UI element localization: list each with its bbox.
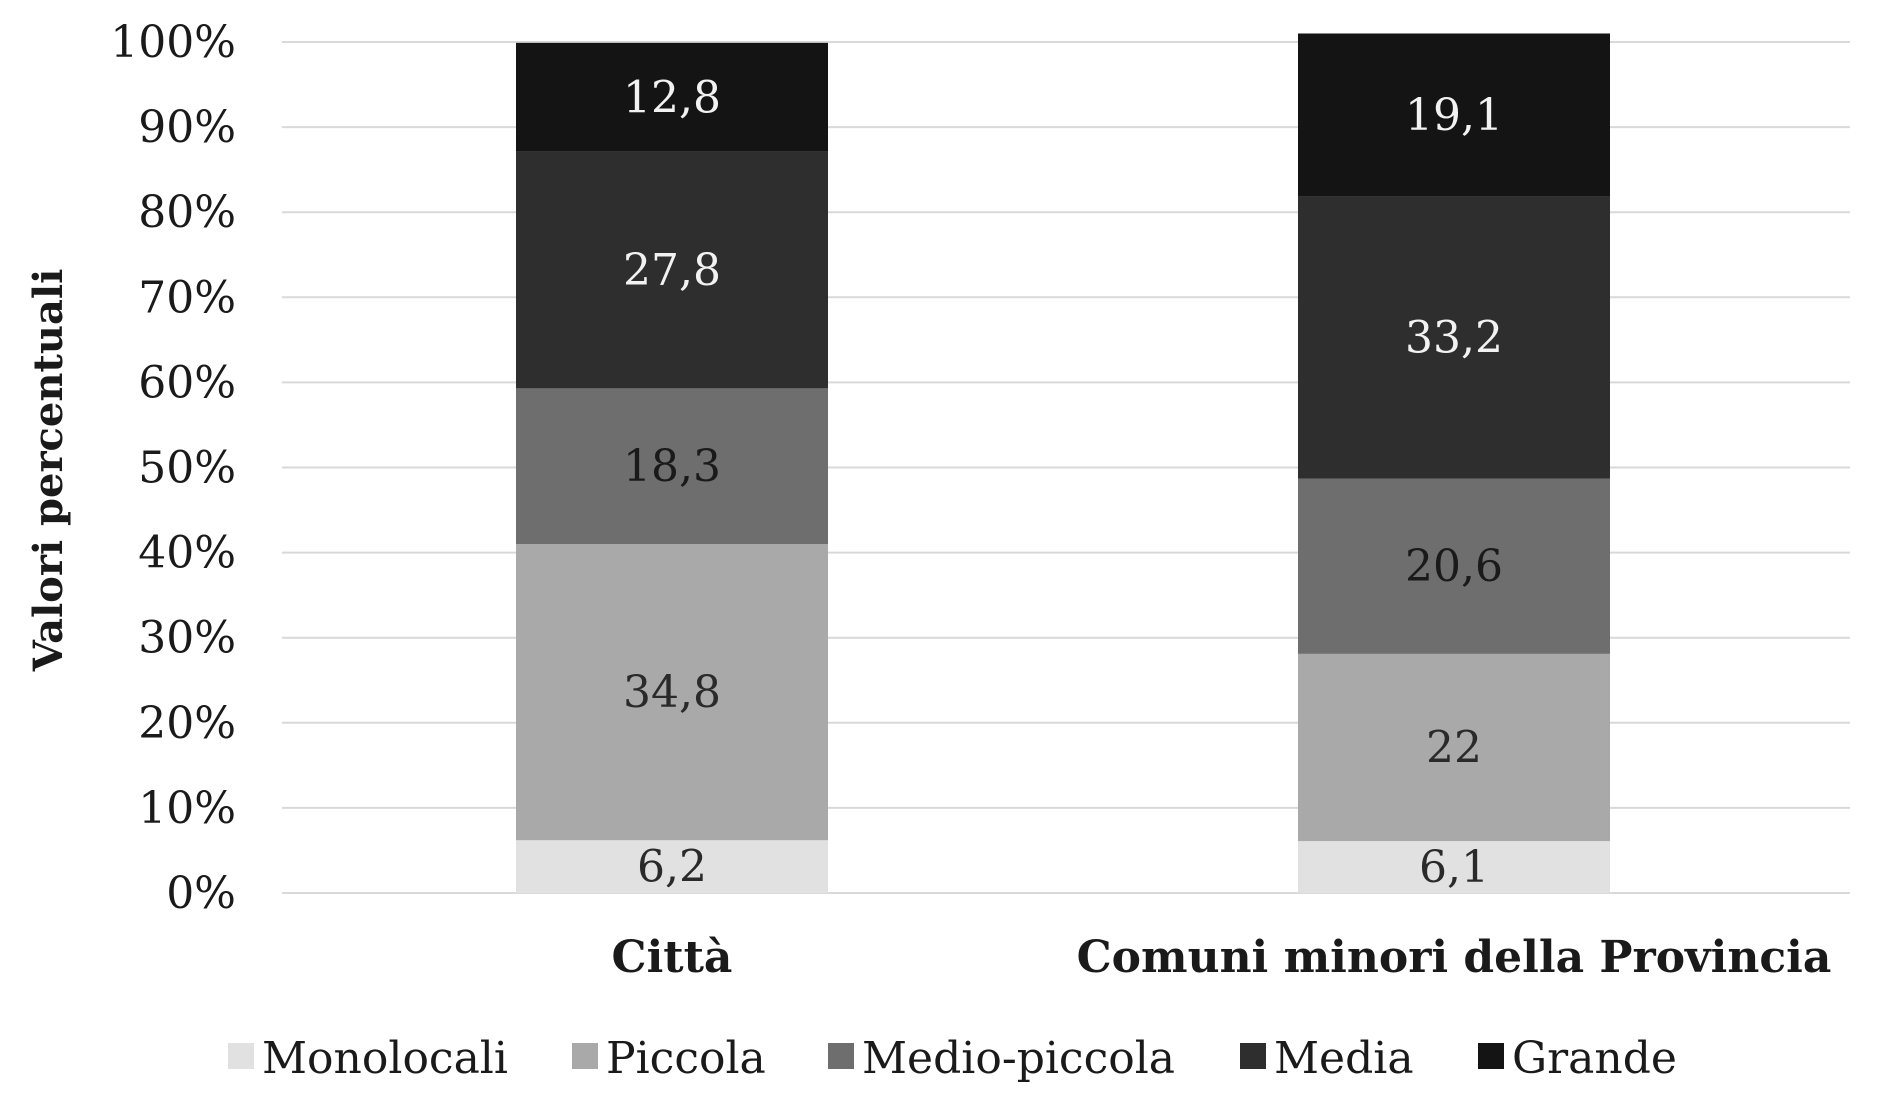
y-axis-ticks: 0% 10% 20% 30% 40% 50% 60% 70% 80% 90% 100% xyxy=(110,17,236,919)
legend: Monolocali Piccola Medio-piccola Media Grand… xyxy=(228,1033,1677,1084)
data-label: 6,1 xyxy=(1419,842,1489,893)
y-tick-label: 90% xyxy=(138,102,236,153)
bar-segment xyxy=(516,42,828,152)
bar-segment xyxy=(516,840,828,893)
bar-segment xyxy=(1298,841,1610,893)
y-tick-label: 60% xyxy=(138,357,236,408)
legend-label: Piccola xyxy=(606,1033,766,1084)
legend-label: Medio-piccola xyxy=(862,1033,1175,1084)
bar-segment xyxy=(1298,196,1610,479)
y-tick-label: 10% xyxy=(138,783,236,834)
y-axis-title: Valori percentuali xyxy=(25,269,72,673)
bar-segment xyxy=(1298,653,1610,842)
bar-segment xyxy=(516,544,828,841)
data-label: 20,6 xyxy=(1405,541,1503,592)
bar-segment xyxy=(1298,33,1610,197)
legend-swatch xyxy=(828,1043,854,1069)
y-tick-label: 30% xyxy=(138,613,236,664)
x-category-label: Città xyxy=(612,932,733,983)
x-category-label: Comuni minori della Provincia xyxy=(1077,932,1832,983)
data-label: 22 xyxy=(1426,722,1482,773)
y-tick-label: 40% xyxy=(138,528,236,579)
data-label: 6,2 xyxy=(637,842,707,893)
legend-label: Grande xyxy=(1512,1033,1677,1084)
y-tick-label: 0% xyxy=(166,868,236,919)
y-tick-label: 20% xyxy=(138,698,236,749)
legend-label: Media xyxy=(1274,1033,1414,1084)
legend-swatch xyxy=(1240,1043,1266,1069)
x-axis-categories: Città Comuni minori della Provincia xyxy=(612,932,1832,983)
data-label: 12,8 xyxy=(623,72,721,123)
y-tick-label: 100% xyxy=(110,17,236,68)
bar-segment xyxy=(516,151,828,389)
y-tick-label: 50% xyxy=(138,443,236,494)
y-tick-label: 70% xyxy=(138,272,236,323)
data-label: 27,8 xyxy=(623,245,721,296)
data-label: 19,1 xyxy=(1405,90,1503,141)
data-label: 34,8 xyxy=(623,667,721,718)
bar-segment xyxy=(1298,478,1610,654)
y-tick-label: 80% xyxy=(138,187,236,238)
data-label: 33,2 xyxy=(1405,312,1503,363)
legend-swatch xyxy=(228,1043,254,1069)
data-label: 18,3 xyxy=(623,441,721,492)
bar-segment xyxy=(516,388,828,545)
legend-label: Monolocali xyxy=(262,1033,508,1084)
bars: 6,2 34,8 18,3 27,8 12,8 6,1 22 20,6 33,2 19,1 xyxy=(516,33,1610,893)
legend-swatch xyxy=(572,1043,598,1069)
legend-swatch xyxy=(1478,1043,1504,1069)
